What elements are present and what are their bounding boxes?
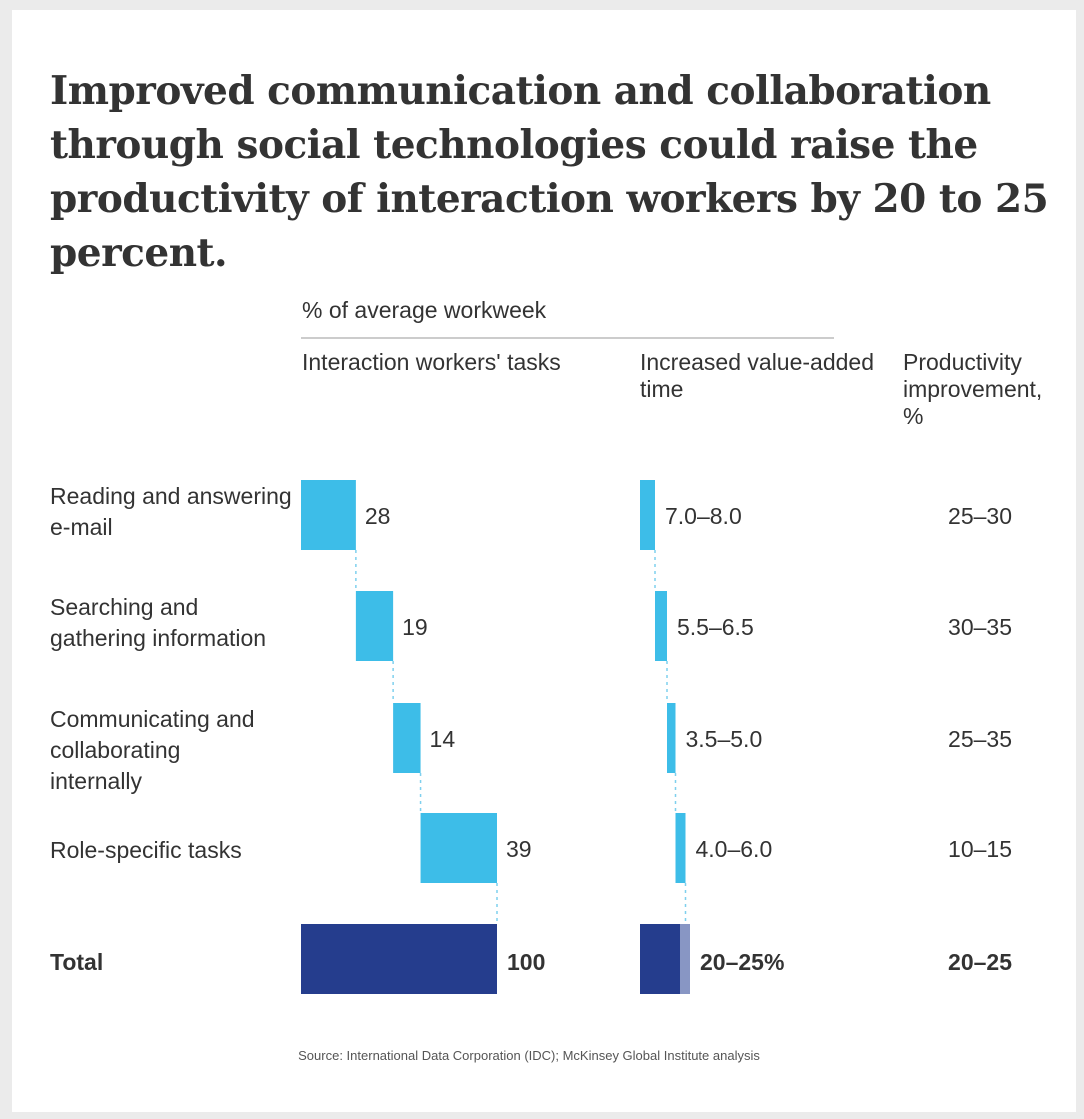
value-added-label: 5.5–6.5: [677, 614, 754, 640]
productivity-value: 30–35: [948, 614, 1012, 640]
column-header-productivity: Productivity improvement,%: [903, 349, 1042, 429]
source-note: Source: International Data Corporation (…: [298, 1048, 760, 1063]
row-label: Reading and answering e-mail: [50, 483, 292, 540]
column-header-value-added: Increased value-added time: [640, 349, 874, 402]
value-added-label: 4.0–6.0: [696, 836, 773, 862]
row-label: Communicating and collaborating internally: [50, 706, 255, 794]
chart-title: Improved communication and collaboration…: [50, 68, 1049, 276]
total-value-added-range: [680, 924, 690, 994]
row-label: Role-specific tasks: [50, 837, 242, 863]
productivity-value: 25–35: [948, 726, 1012, 752]
total-task-bar: [301, 924, 497, 994]
task-value-label: 39: [506, 836, 532, 862]
value-added-bar: [667, 703, 676, 773]
column-header-tasks: Interaction workers' tasks: [302, 349, 561, 375]
value-added-label: 7.0–8.0: [665, 503, 742, 529]
task-value-label: 14: [430, 726, 456, 752]
total-productivity-value: 20–25: [948, 949, 1012, 975]
task-bar: [420, 813, 497, 883]
total-task-label: 100: [507, 949, 545, 975]
row-label: Searching and gathering information: [50, 594, 266, 651]
task-bar: [301, 480, 356, 550]
value-added-bar: [675, 813, 686, 883]
total-value-added-label: 20–25%: [700, 949, 784, 975]
task-bar: [355, 591, 394, 661]
task-bar: [393, 703, 421, 773]
value-added-label: 3.5–5.0: [686, 726, 763, 752]
total-value-added-bar: [640, 924, 680, 994]
chart-card: [12, 10, 1076, 1112]
task-value-label: 28: [365, 503, 391, 529]
chart-subtitle: % of average workweek: [302, 297, 547, 323]
task-value-label: 19: [402, 614, 428, 640]
value-added-bar: [640, 480, 655, 550]
value-added-bar: [655, 591, 667, 661]
total-label: Total: [50, 949, 103, 975]
productivity-value: 10–15: [948, 836, 1012, 862]
productivity-value: 25–30: [948, 503, 1012, 529]
